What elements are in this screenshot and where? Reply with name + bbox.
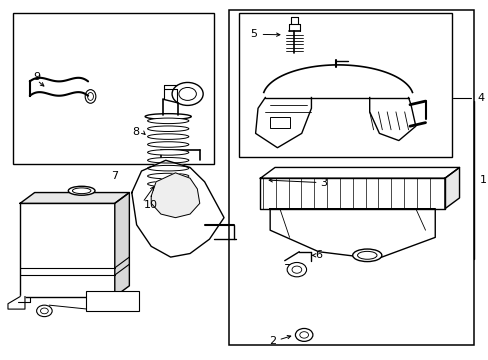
Text: 6: 6 [315, 250, 322, 260]
Ellipse shape [147, 134, 188, 139]
Text: 2: 2 [268, 336, 275, 346]
Circle shape [299, 332, 308, 338]
Text: 9: 9 [34, 72, 41, 82]
Polygon shape [132, 160, 224, 257]
Text: 10: 10 [143, 200, 158, 210]
Circle shape [41, 308, 48, 314]
Circle shape [179, 87, 196, 100]
Circle shape [172, 82, 203, 105]
Ellipse shape [68, 186, 95, 195]
Text: 5: 5 [249, 30, 257, 39]
Polygon shape [115, 193, 129, 297]
Bar [20, 203, 115, 297]
FancyBboxPatch shape [144, 180, 191, 191]
Text: 11: 11 [123, 296, 137, 306]
Ellipse shape [147, 173, 188, 179]
Polygon shape [20, 193, 129, 203]
Circle shape [37, 305, 52, 317]
Ellipse shape [357, 251, 376, 259]
Circle shape [295, 328, 312, 341]
Polygon shape [260, 167, 459, 178]
Ellipse shape [147, 165, 188, 171]
Ellipse shape [72, 188, 91, 194]
Ellipse shape [147, 126, 188, 131]
Ellipse shape [145, 114, 191, 120]
Text: 8: 8 [132, 127, 139, 136]
Ellipse shape [147, 181, 188, 187]
Polygon shape [260, 178, 444, 209]
Text: 4: 4 [476, 93, 484, 103]
Ellipse shape [87, 93, 93, 100]
Ellipse shape [85, 90, 96, 103]
Polygon shape [151, 173, 200, 218]
Polygon shape [444, 167, 459, 209]
Ellipse shape [147, 150, 188, 155]
Ellipse shape [352, 249, 381, 262]
Polygon shape [269, 209, 434, 259]
Ellipse shape [147, 142, 188, 147]
Circle shape [291, 266, 301, 273]
Ellipse shape [147, 158, 188, 163]
Bar [13, 13, 214, 164]
Text: 1: 1 [479, 175, 486, 185]
Text: 3: 3 [320, 177, 326, 188]
Bar [228, 10, 473, 345]
Circle shape [286, 262, 306, 277]
Bar [238, 13, 451, 157]
Text: 7: 7 [111, 171, 118, 181]
Ellipse shape [147, 118, 188, 123]
Bar [269, 117, 289, 128]
Polygon shape [8, 297, 25, 309]
Bar [85, 291, 139, 311]
